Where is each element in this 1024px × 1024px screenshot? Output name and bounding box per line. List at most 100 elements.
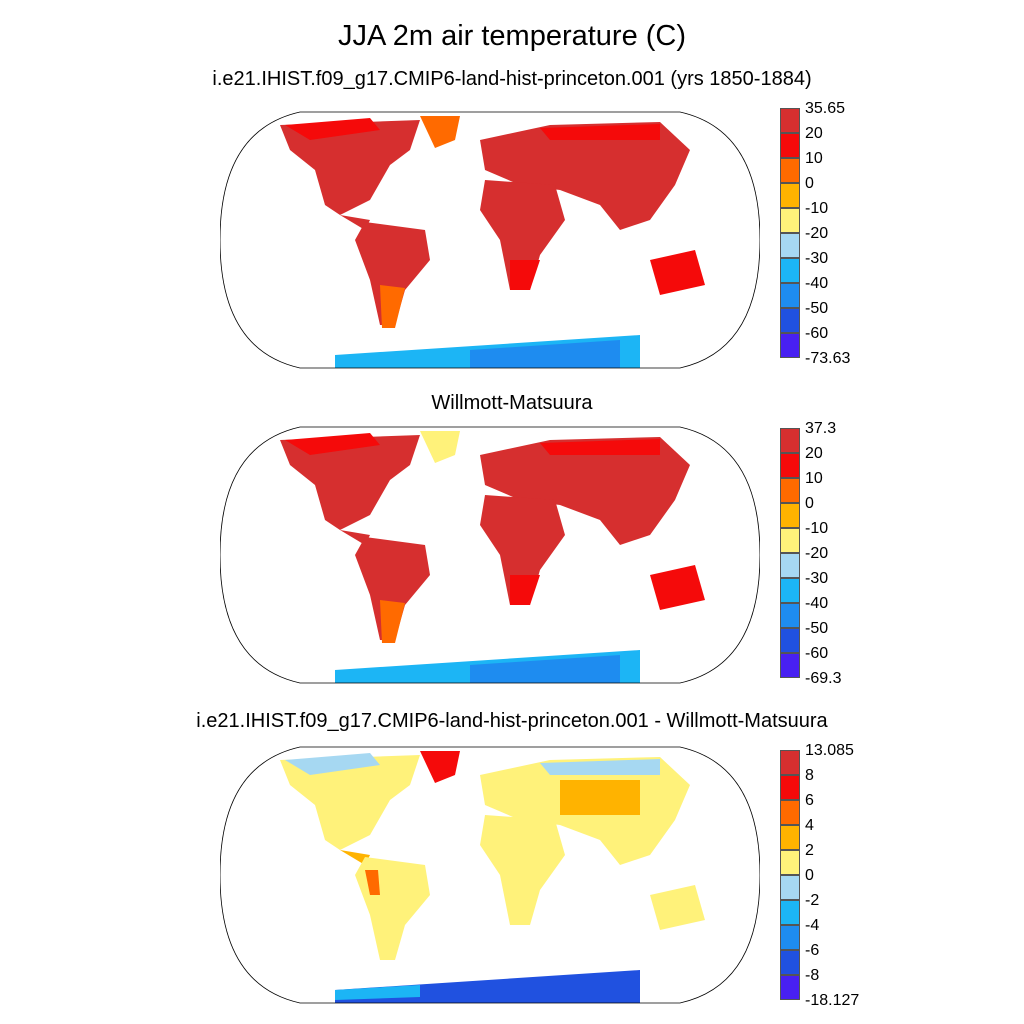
colorbar-segment <box>780 208 800 233</box>
map-boundary <box>220 746 760 1004</box>
colorbar-label: -60 <box>805 325 829 342</box>
colorbar-segment <box>780 503 800 528</box>
southern-south-america <box>380 600 405 643</box>
north-america-land <box>280 120 420 215</box>
greenland <box>420 431 460 463</box>
colorbar-segment <box>780 553 800 578</box>
panel-1-title: i.e21.IHIST.f09_g17.CMIP6-land-hist-prin… <box>212 68 812 90</box>
colorbar-label: 10 <box>805 470 823 487</box>
africa-land <box>480 815 565 925</box>
panel-2-colorbar <box>780 428 800 678</box>
colorbar-label: -30 <box>805 250 829 267</box>
colorbar-label: 37.3 <box>805 420 837 437</box>
panel-2-map <box>220 426 760 684</box>
colorbar-segment <box>780 875 800 900</box>
australia-land <box>650 565 705 610</box>
siberia <box>540 759 660 775</box>
panel-3-map <box>220 746 760 1004</box>
map-boundary <box>220 426 760 684</box>
southern-africa <box>510 575 540 605</box>
southern-south-america <box>380 285 405 328</box>
central-america <box>340 530 370 545</box>
siberia <box>540 124 660 140</box>
antarctica-coast <box>335 985 420 1000</box>
colorbar-label: -20 <box>805 225 829 242</box>
north-america-land <box>280 755 420 850</box>
colorbar-segment <box>780 308 800 333</box>
central-america <box>340 850 370 865</box>
greenland <box>420 751 460 783</box>
colorbar-segment <box>780 975 800 1000</box>
africa-land <box>480 495 565 605</box>
colorbar-label: -50 <box>805 620 829 637</box>
antarctica-land <box>335 970 640 1003</box>
map-boundary <box>220 111 760 369</box>
colorbar-segment <box>780 133 800 158</box>
colorbar-label: 6 <box>805 792 814 809</box>
colorbar-label: 2 <box>805 842 814 859</box>
colorbar-label: 20 <box>805 125 823 142</box>
colorbar-label: 13.085 <box>805 742 854 759</box>
africa-land <box>480 180 565 290</box>
andes <box>365 870 380 895</box>
colorbar-segment <box>780 528 800 553</box>
colorbar-label: 0 <box>805 175 814 192</box>
colorbar-label: -8 <box>805 967 820 984</box>
colorbar-segment <box>780 950 800 975</box>
south-america-land <box>355 537 430 640</box>
colorbar-label: 4 <box>805 817 814 834</box>
eurasia-land <box>480 437 690 545</box>
colorbar-segment <box>780 750 800 775</box>
colorbar-segment <box>780 158 800 183</box>
colorbar-segment <box>780 183 800 208</box>
antarctica-interior <box>470 655 620 683</box>
colorbar-label: 35.65 <box>805 100 846 117</box>
colorbar-label: -6 <box>805 942 820 959</box>
colorbar-label: -18.127 <box>805 992 860 1009</box>
colorbar-segment <box>780 283 800 308</box>
south-america-land <box>355 222 430 325</box>
colorbar-segment <box>780 233 800 258</box>
colorbar-segment <box>780 108 800 133</box>
central-america <box>340 215 370 230</box>
colorbar-segment <box>780 628 800 653</box>
panel-1-colorbar <box>780 108 800 358</box>
colorbar-segment <box>780 775 800 800</box>
panel-3-colorbar <box>780 750 800 1000</box>
colorbar-segment <box>780 800 800 825</box>
colorbar-segment <box>780 925 800 950</box>
colorbar-label: -40 <box>805 595 829 612</box>
arctic-north-america <box>285 433 380 455</box>
colorbar-segment <box>780 603 800 628</box>
panel-2-title: Willmott-Matsuura <box>431 392 593 414</box>
eurasia-land <box>480 122 690 230</box>
colorbar-segment <box>780 825 800 850</box>
colorbar-label: -40 <box>805 275 829 292</box>
colorbar-label: -2 <box>805 892 820 909</box>
colorbar-label: -60 <box>805 645 829 662</box>
colorbar-label: -69.3 <box>805 670 842 687</box>
colorbar-label: -10 <box>805 200 829 217</box>
colorbar-label: -10 <box>805 520 829 537</box>
colorbar-segment <box>780 900 800 925</box>
figure-title: JJA 2m air temperature (C) <box>337 20 687 52</box>
colorbar-segment <box>780 850 800 875</box>
colorbar-segment <box>780 258 800 283</box>
panel-3-title: i.e21.IHIST.f09_g17.CMIP6-land-hist-prin… <box>196 710 828 732</box>
australia-land <box>650 250 705 295</box>
colorbar-segment <box>780 653 800 678</box>
colorbar-label: 10 <box>805 150 823 167</box>
australia-land <box>650 885 705 930</box>
panel-1-map <box>220 111 760 369</box>
colorbar-segment <box>780 453 800 478</box>
southern-africa <box>510 260 540 290</box>
greenland <box>420 116 460 148</box>
colorbar-label: -73.63 <box>805 350 851 367</box>
colorbar-label: -50 <box>805 300 829 317</box>
arctic-north-america <box>285 118 380 140</box>
colorbar-segment <box>780 478 800 503</box>
colorbar-label: 0 <box>805 495 814 512</box>
siberia <box>540 439 660 455</box>
colorbar-segment <box>780 333 800 358</box>
colorbar-segment <box>780 578 800 603</box>
